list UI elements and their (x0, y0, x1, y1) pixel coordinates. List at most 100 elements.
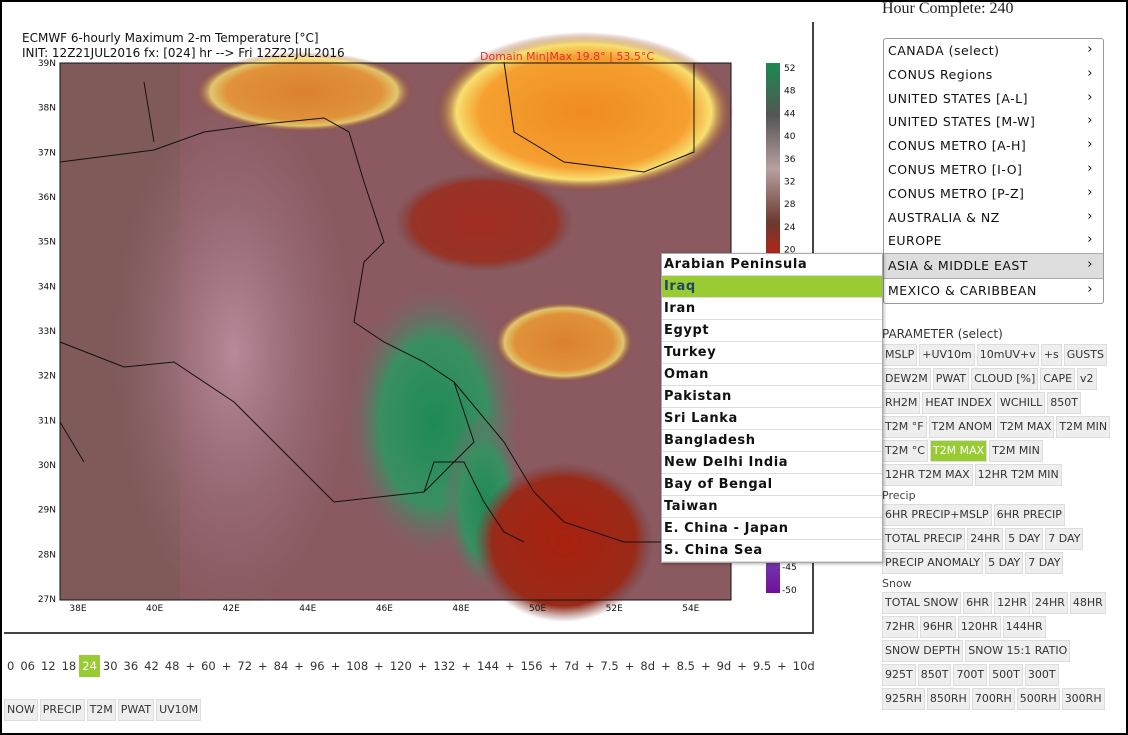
parameter-button[interactable]: WCHILL (996, 392, 1046, 414)
submenu-item[interactable]: Iraq (662, 276, 882, 298)
bottom-button[interactable]: NOW (4, 699, 38, 721)
region-menu-item[interactable]: CONUS Regions › (884, 63, 1103, 87)
forecast-hour[interactable]: 120 (389, 659, 412, 673)
parameter-button[interactable]: 12HR (994, 592, 1030, 614)
region-menu-item[interactable]: UNITED STATES [M-W] › (884, 110, 1103, 134)
submenu-item[interactable]: Bay of Bengal (662, 474, 882, 496)
parameter-button[interactable]: 925T (882, 664, 916, 686)
region-menu-item[interactable]: CONUS METRO [P-Z] › (884, 182, 1103, 206)
parameter-button[interactable]: T2M ANOM (928, 416, 996, 438)
forecast-hour[interactable]: + (330, 659, 341, 673)
forecast-hour[interactable]: + (777, 659, 787, 673)
parameter-button[interactable]: 300T (1024, 664, 1059, 686)
forecast-hour[interactable]: + (737, 659, 747, 673)
parameter-button[interactable]: T2M MAX (997, 416, 1055, 438)
parameter-button[interactable]: 48HR (1069, 592, 1106, 614)
forecast-hour[interactable]: 108 (346, 659, 369, 673)
parameter-button[interactable]: 700RH (971, 688, 1015, 710)
submenu-item[interactable]: Arabian Peninsula (662, 254, 882, 276)
forecast-hour[interactable]: 36 (123, 659, 139, 673)
parameter-button[interactable]: PRECIP ANOMALY (882, 552, 984, 574)
parameter-button[interactable]: CLOUD [%] (971, 368, 1039, 390)
parameter-button[interactable]: +s (1040, 344, 1062, 366)
region-menu-item[interactable]: ASIA & MIDDLE EAST › (884, 253, 1103, 279)
forecast-hour[interactable]: + (221, 659, 232, 673)
parameter-button[interactable]: 144HR (1002, 616, 1046, 638)
region-menu-item[interactable]: UNITED STATES [A-L] › (884, 87, 1103, 111)
forecast-hour[interactable]: 9.5 (752, 659, 772, 673)
forecast-hour[interactable]: + (417, 659, 428, 673)
parameter-button[interactable]: 6HR (963, 592, 993, 614)
forecast-hour[interactable]: 144 (477, 659, 499, 673)
forecast-hour[interactable]: 96 (309, 659, 325, 673)
forecast-hour[interactable]: 10d (792, 659, 815, 673)
parameter-button[interactable]: 500RH (1016, 688, 1060, 710)
submenu-item[interactable]: Taiwan (662, 496, 882, 518)
parameter-button[interactable]: 120HR (957, 616, 1001, 638)
forecast-hour[interactable]: + (374, 659, 384, 673)
forecast-hour[interactable]: 06 (20, 659, 35, 673)
forecast-hour[interactable]: 9d (716, 659, 732, 673)
parameter-button[interactable]: T2M MIN (1056, 416, 1111, 438)
parameter-button[interactable]: 700T (953, 664, 988, 686)
submenu-item[interactable]: Turkey (662, 342, 882, 364)
forecast-hour[interactable]: + (661, 659, 671, 673)
parameter-button[interactable]: DEW2M (882, 368, 931, 390)
parameter-button[interactable]: 5 DAY (985, 552, 1024, 574)
parameter-button[interactable]: 96HR (919, 616, 956, 638)
submenu-item[interactable]: Bangladesh (662, 430, 882, 452)
forecast-hour[interactable]: + (584, 659, 595, 673)
parameter-button[interactable]: SNOW 15:1 RATIO (965, 640, 1071, 662)
submenu-item[interactable]: Iran (662, 298, 882, 320)
forecast-hour[interactable]: 12 (40, 659, 56, 673)
forecast-hour[interactable]: 48 (164, 659, 180, 673)
submenu-item[interactable]: New Delhi India (662, 452, 882, 474)
region-menu-item[interactable]: CONUS METRO [I-O] › (884, 158, 1103, 182)
parameter-button[interactable]: 7 DAY (1025, 552, 1064, 574)
parameter-button[interactable]: SNOW DEPTH (882, 640, 964, 662)
forecast-hour[interactable]: 7d (564, 659, 579, 673)
forecast-hour[interactable]: 132 (433, 659, 456, 673)
region-menu-item[interactable]: CANADA (select) › (884, 39, 1103, 63)
bottom-button[interactable]: PRECIP (39, 699, 85, 721)
parameter-button[interactable]: 6HR PRECIP (993, 504, 1065, 526)
forecast-hour[interactable]: 156 (520, 659, 543, 673)
parameter-button[interactable]: 5 DAY (1005, 528, 1044, 550)
parameter-button[interactable]: MSLP (882, 344, 918, 366)
forecast-hour[interactable]: + (624, 659, 635, 673)
forecast-hour[interactable]: 8.5 (676, 659, 695, 673)
submenu-item[interactable]: Pakistan (662, 386, 882, 408)
forecast-hour[interactable]: 18 (61, 659, 77, 673)
parameter-button[interactable]: T2M MIN (989, 440, 1043, 462)
submenu-item[interactable]: Egypt (662, 320, 882, 342)
parameter-button[interactable]: CAPE (1040, 368, 1076, 390)
parameter-button[interactable]: T2M MAX (929, 440, 988, 462)
parameter-button[interactable]: 12HR T2M MAX (882, 464, 973, 486)
region-menu-item[interactable]: EUROPE › (884, 229, 1103, 253)
region-menu-item[interactable]: CONUS METRO [A-H] › (884, 134, 1103, 158)
parameter-button[interactable]: 7 DAY (1045, 528, 1084, 550)
bottom-button[interactable]: T2M (86, 699, 116, 721)
parameter-button[interactable]: 850T (917, 664, 952, 686)
submenu-item[interactable]: Oman (662, 364, 882, 386)
forecast-hour[interactable]: 7.5 (600, 659, 619, 673)
parameter-button[interactable]: TOTAL PRECIP (882, 528, 966, 550)
submenu-item[interactable]: E. China - Japan (662, 518, 882, 540)
parameter-button[interactable]: 72HR (882, 616, 918, 638)
forecast-hour[interactable]: 84 (273, 659, 289, 673)
parameter-button[interactable]: GUSTS (1063, 344, 1107, 366)
parameter-button[interactable]: v2 (1077, 368, 1097, 390)
forecast-hour[interactable]: 60 (201, 659, 216, 673)
parameter-button[interactable]: 24HR (1031, 592, 1068, 614)
parameter-button[interactable]: T2M °C (882, 440, 928, 462)
forecast-hour[interactable]: 8d (640, 659, 656, 673)
submenu-item[interactable]: S. China Sea (662, 540, 882, 562)
parameter-button[interactable]: 500T (989, 664, 1023, 686)
bottom-button[interactable]: PWAT (117, 699, 155, 721)
forecast-hour[interactable]: 72 (237, 659, 253, 673)
forecast-hour[interactable]: + (185, 659, 196, 673)
parameter-button[interactable]: +UV10m (919, 344, 975, 366)
region-menu-item[interactable]: MEXICO & CARIBBEAN › (884, 279, 1103, 303)
forecast-hour[interactable]: + (294, 659, 304, 673)
forecast-hour[interactable]: 42 (144, 659, 159, 673)
